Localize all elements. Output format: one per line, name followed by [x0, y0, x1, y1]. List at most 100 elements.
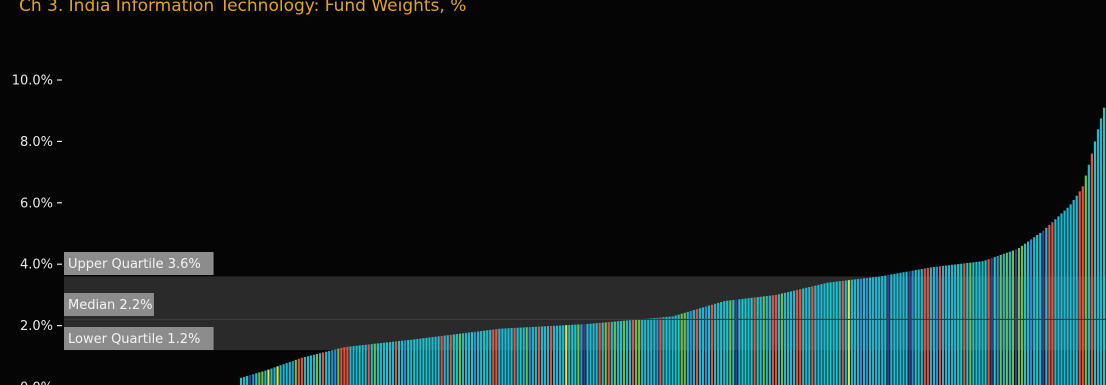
- fund-bar: [413, 339, 416, 385]
- y-tick-label: 2.0%: [20, 319, 53, 334]
- fund-bar: [625, 320, 629, 385]
- fund-bar: [777, 294, 781, 385]
- fund-bar: [765, 296, 768, 385]
- fund-bar: [735, 299, 738, 385]
- fund-bar: [802, 288, 805, 385]
- quartile-labels: Upper Quartile 3.6% Median 2.2% Lower Quar…: [64, 252, 214, 350]
- bar-series: [240, 107, 1106, 385]
- fund-bar: [522, 327, 525, 385]
- fund-bar: [780, 293, 784, 385]
- fund-bar: [1069, 204, 1072, 385]
- fund-bar: [516, 327, 519, 385]
- fund-bar: [732, 299, 735, 385]
- fund-bar: [762, 296, 765, 385]
- fund-bar: [407, 340, 410, 385]
- fund-bar: [893, 273, 896, 385]
- fund-bar: [1096, 129, 1100, 385]
- fund-bar: [914, 270, 917, 385]
- fund-bar: [446, 335, 449, 385]
- fund-bar: [631, 319, 635, 385]
- fund-bar: [300, 357, 303, 385]
- fund-bar: [264, 370, 267, 385]
- fund-bar: [1020, 245, 1024, 385]
- fund-bar: [243, 376, 246, 385]
- fund-bar: [398, 341, 401, 385]
- fund-bar: [1030, 239, 1033, 385]
- fund-bar: [786, 292, 790, 385]
- fund-bar: [1072, 199, 1075, 385]
- fund-bar: [528, 327, 531, 385]
- fund-bar: [947, 265, 951, 385]
- fund-bar: [1051, 222, 1054, 385]
- fund-bar: [805, 287, 808, 385]
- fund-bar: [878, 276, 881, 385]
- fund-bar: [832, 281, 835, 385]
- fund-bar: [820, 284, 823, 385]
- fund-bar: [1093, 141, 1097, 385]
- y-tick-label: 8.0%: [20, 135, 53, 150]
- fund-bar: [635, 319, 638, 385]
- fund-bar: [662, 317, 665, 385]
- fund-bar: [455, 334, 458, 385]
- fund-bar: [1063, 210, 1066, 385]
- fund-bar: [358, 345, 361, 385]
- fund-bar: [829, 282, 832, 385]
- y-axis: 0.0% 2.0% 4.0% 6.0% 8.0% 10.0%: [12, 74, 62, 385]
- fund-bar: [717, 302, 720, 385]
- fund-bar: [768, 295, 771, 385]
- fund-bar: [276, 366, 279, 385]
- fund-bar: [759, 296, 762, 385]
- fund-bar: [753, 297, 756, 385]
- fund-bar: [1099, 118, 1103, 385]
- fund-bar: [258, 372, 261, 385]
- fund-bar: [698, 308, 702, 385]
- fund-bar: [328, 350, 331, 385]
- fund-bar: [589, 323, 592, 385]
- fund-bar: [306, 356, 310, 385]
- fund-bar: [1011, 250, 1014, 385]
- fund-bar: [252, 374, 255, 385]
- fund-bar: [774, 294, 777, 385]
- fund-bar: [525, 327, 528, 385]
- fund-bar: [841, 280, 844, 385]
- fund-bar: [975, 261, 978, 385]
- fund-bar: [449, 334, 452, 385]
- fund-bar: [346, 346, 349, 385]
- fund-bar: [1042, 230, 1045, 385]
- fund-bar: [859, 278, 863, 385]
- fund-bar: [1036, 235, 1039, 385]
- fund-bar: [267, 369, 270, 385]
- fund-bar: [428, 337, 431, 385]
- fund-bar: [872, 277, 875, 385]
- fund-bar: [993, 257, 996, 385]
- fund-bar: [628, 320, 632, 385]
- fund-bar: [601, 322, 604, 385]
- fund-bar: [577, 324, 580, 385]
- chart-title: Ch 3. India Information Technology: Fund…: [19, 0, 467, 16]
- fund-bar: [537, 326, 540, 385]
- fund-bar: [789, 291, 793, 385]
- fund-bar: [868, 277, 872, 385]
- fund-bar: [401, 340, 404, 385]
- fund-bar: [996, 255, 999, 385]
- fund-bar: [580, 324, 583, 385]
- fund-bar: [370, 344, 373, 385]
- fund-bar: [543, 326, 547, 385]
- fund-bar: [1066, 207, 1069, 385]
- fund-bar: [382, 342, 385, 385]
- fund-bar: [416, 338, 419, 385]
- fund-bar: [464, 332, 468, 385]
- fund-bar: [865, 277, 869, 385]
- fund-bar: [911, 270, 914, 385]
- fund-bar: [598, 322, 601, 385]
- fund-bar: [957, 264, 960, 385]
- fund-bar: [683, 312, 686, 385]
- fund-bar: [638, 319, 641, 385]
- fund-bar: [477, 331, 480, 385]
- fund-bar: [835, 281, 838, 385]
- fund-bar: [519, 327, 522, 385]
- fund-bar: [285, 363, 288, 385]
- quartile-label-box: [64, 252, 214, 275]
- quartile-label: Median 2.2%: [68, 298, 152, 313]
